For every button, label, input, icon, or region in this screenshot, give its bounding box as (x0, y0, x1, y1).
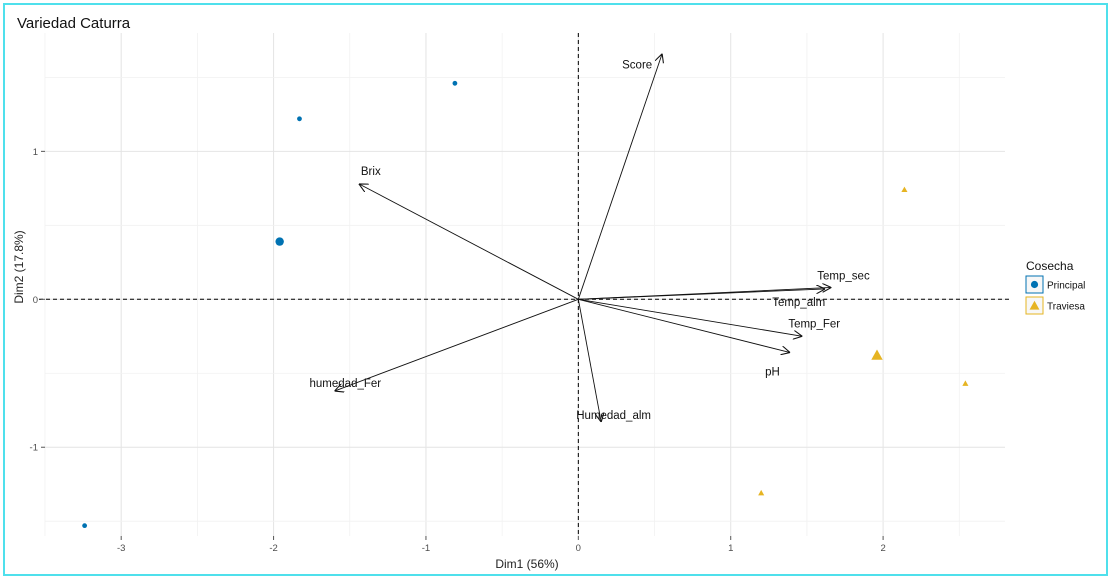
y-tick-label: -1 (30, 443, 38, 454)
variable-arrow (577, 54, 662, 300)
data-point (901, 186, 908, 193)
variable-arrow (578, 298, 790, 352)
axis-ticks: -3 -2 -1 0 1 2 -1 0 1 (30, 147, 886, 554)
y-axis-title: Dim2 (17.8%) (12, 230, 26, 303)
variable-label: Humedad_alm (576, 410, 651, 422)
chart-frame: Score Brix Temp_sec Temp_alm Temp_Fer pH humed… (3, 3, 1108, 576)
variable-arrow (577, 299, 601, 422)
data-point (758, 489, 765, 496)
y-tick-label: 0 (33, 295, 38, 306)
group-centroid (275, 237, 284, 246)
pca-biplot: Score Brix Temp_sec Temp_alm Temp_Fer pH humed… (12, 15, 1085, 571)
legend-title: Cosecha (1026, 259, 1074, 273)
variable-arrow (578, 289, 825, 300)
data-point (82, 523, 88, 529)
variable-label: Temp_alm (772, 297, 825, 309)
variable-arrow (359, 184, 579, 300)
variable-arrow (578, 298, 802, 336)
legend-circle-icon (1030, 280, 1039, 289)
variable-label: Temp_sec (817, 270, 870, 282)
data-points (82, 80, 969, 529)
variable-label: Temp_Fer (788, 318, 840, 330)
x-tick-label: -1 (422, 543, 430, 554)
data-point (962, 380, 969, 386)
grid-lines (44, 33, 1005, 536)
variable-label: Score (622, 60, 652, 72)
x-axis-title: Dim1 (56%) (495, 557, 558, 571)
chart-title: Variedad Caturra (17, 15, 131, 32)
x-tick-label: -3 (117, 543, 125, 554)
legend: Cosecha Principal Traviesa (1025, 259, 1085, 315)
reference-lines (39, 33, 1009, 536)
variable-label: pH (765, 367, 780, 379)
x-tick-label: 0 (576, 543, 581, 554)
data-point (297, 116, 302, 122)
legend-label: Traviesa (1047, 302, 1085, 313)
x-tick-label: 2 (880, 543, 885, 554)
y-tick-label: 1 (33, 147, 38, 158)
variable-label: Brix (361, 166, 381, 178)
group-centroid (871, 349, 883, 360)
data-point (452, 80, 458, 86)
variable-arrow (335, 298, 579, 391)
x-tick-label: 1 (728, 543, 733, 554)
legend-label: Principal (1047, 281, 1085, 292)
variable-arrows: Score Brix Temp_sec Temp_alm Temp_Fer pH humed… (310, 54, 870, 422)
variable-label: humedad_Fer (310, 378, 382, 390)
x-tick-label: -2 (269, 543, 277, 554)
legend-triangle-icon (1029, 300, 1040, 310)
